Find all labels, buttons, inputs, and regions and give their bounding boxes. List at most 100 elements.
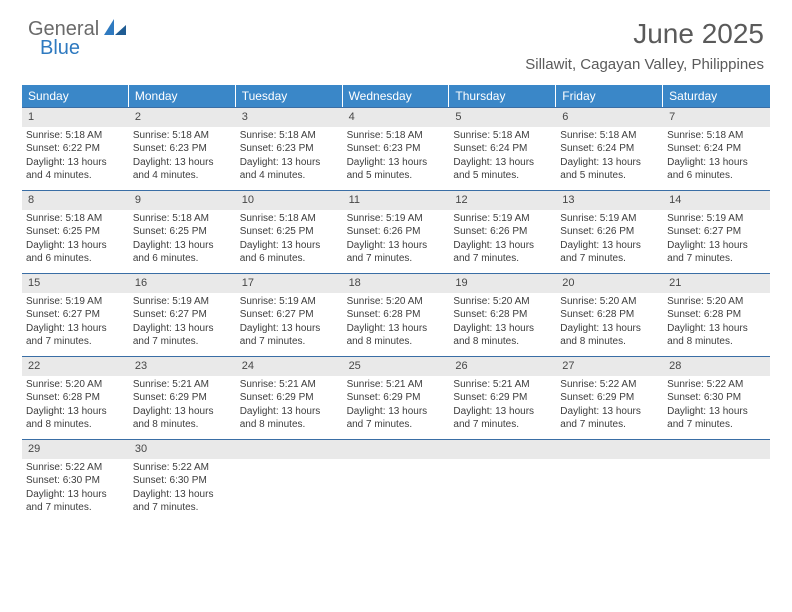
day-details — [449, 459, 556, 465]
day-d1: Daylight: 13 hours — [26, 405, 125, 419]
day-number: 13 — [556, 191, 663, 210]
day-sr: Sunrise: 5:22 AM — [133, 461, 232, 475]
day-cell: 28Sunrise: 5:22 AMSunset: 6:30 PMDayligh… — [663, 357, 770, 439]
day-d2: and 7 minutes. — [133, 501, 232, 515]
day-cell — [449, 440, 556, 522]
day-cell: 12Sunrise: 5:19 AMSunset: 6:26 PMDayligh… — [449, 191, 556, 273]
day-number: 19 — [449, 274, 556, 293]
day-details: Sunrise: 5:22 AMSunset: 6:30 PMDaylight:… — [129, 459, 236, 519]
day-ss: Sunset: 6:28 PM — [667, 308, 766, 322]
day-ss: Sunset: 6:26 PM — [453, 225, 552, 239]
day-cell: 9Sunrise: 5:18 AMSunset: 6:25 PMDaylight… — [129, 191, 236, 273]
day-details: Sunrise: 5:22 AMSunset: 6:29 PMDaylight:… — [556, 376, 663, 436]
day-cell: 29Sunrise: 5:22 AMSunset: 6:30 PMDayligh… — [22, 440, 129, 522]
day-ss: Sunset: 6:27 PM — [240, 308, 339, 322]
day-d1: Daylight: 13 hours — [133, 322, 232, 336]
day-cell: 24Sunrise: 5:21 AMSunset: 6:29 PMDayligh… — [236, 357, 343, 439]
day-details: Sunrise: 5:19 AMSunset: 6:27 PMDaylight:… — [236, 293, 343, 353]
day-d1: Daylight: 13 hours — [560, 322, 659, 336]
day-ss: Sunset: 6:25 PM — [26, 225, 125, 239]
day-details — [343, 459, 450, 465]
day-details: Sunrise: 5:21 AMSunset: 6:29 PMDaylight:… — [129, 376, 236, 436]
day-cell: 23Sunrise: 5:21 AMSunset: 6:29 PMDayligh… — [129, 357, 236, 439]
day-sr: Sunrise: 5:22 AM — [26, 461, 125, 475]
day-details: Sunrise: 5:20 AMSunset: 6:28 PMDaylight:… — [22, 376, 129, 436]
weekday-friday: Friday — [556, 85, 663, 107]
day-d2: and 7 minutes. — [453, 418, 552, 432]
day-sr: Sunrise: 5:19 AM — [453, 212, 552, 226]
weekday-thursday: Thursday — [449, 85, 556, 107]
day-d1: Daylight: 13 hours — [26, 156, 125, 170]
day-details: Sunrise: 5:20 AMSunset: 6:28 PMDaylight:… — [343, 293, 450, 353]
day-ss: Sunset: 6:23 PM — [133, 142, 232, 156]
day-cell — [556, 440, 663, 522]
day-number: 16 — [129, 274, 236, 293]
day-ss: Sunset: 6:27 PM — [667, 225, 766, 239]
day-d1: Daylight: 13 hours — [667, 239, 766, 253]
day-d2: and 7 minutes. — [560, 252, 659, 266]
day-cell: 4Sunrise: 5:18 AMSunset: 6:23 PMDaylight… — [343, 108, 450, 190]
title-block: June 2025 Sillawit, Cagayan Valley, Phil… — [525, 18, 764, 73]
day-d2: and 7 minutes. — [26, 501, 125, 515]
day-sr: Sunrise: 5:18 AM — [26, 129, 125, 143]
day-d2: and 4 minutes. — [240, 169, 339, 183]
day-ss: Sunset: 6:22 PM — [26, 142, 125, 156]
day-d2: and 7 minutes. — [667, 252, 766, 266]
day-d1: Daylight: 13 hours — [133, 156, 232, 170]
day-details: Sunrise: 5:20 AMSunset: 6:28 PMDaylight:… — [556, 293, 663, 353]
day-ss: Sunset: 6:23 PM — [347, 142, 446, 156]
day-ss: Sunset: 6:26 PM — [347, 225, 446, 239]
day-details: Sunrise: 5:19 AMSunset: 6:26 PMDaylight:… — [449, 210, 556, 270]
day-d1: Daylight: 13 hours — [347, 405, 446, 419]
day-d1: Daylight: 13 hours — [26, 239, 125, 253]
weekday-sunday: Sunday — [22, 85, 129, 107]
day-number: 22 — [22, 357, 129, 376]
week-row: 1Sunrise: 5:18 AMSunset: 6:22 PMDaylight… — [22, 107, 770, 190]
day-d2: and 8 minutes. — [667, 335, 766, 349]
day-ss: Sunset: 6:25 PM — [133, 225, 232, 239]
day-details: Sunrise: 5:18 AMSunset: 6:23 PMDaylight:… — [343, 127, 450, 187]
day-d2: and 4 minutes. — [133, 169, 232, 183]
day-number: 23 — [129, 357, 236, 376]
day-d2: and 8 minutes. — [453, 335, 552, 349]
day-sr: Sunrise: 5:18 AM — [26, 212, 125, 226]
day-number: 6 — [556, 108, 663, 127]
day-details: Sunrise: 5:18 AMSunset: 6:24 PMDaylight:… — [449, 127, 556, 187]
week-row: 22Sunrise: 5:20 AMSunset: 6:28 PMDayligh… — [22, 356, 770, 439]
day-d1: Daylight: 13 hours — [453, 156, 552, 170]
weekday-header-row: Sunday Monday Tuesday Wednesday Thursday… — [22, 85, 770, 107]
day-details: Sunrise: 5:22 AMSunset: 6:30 PMDaylight:… — [663, 376, 770, 436]
day-details: Sunrise: 5:18 AMSunset: 6:23 PMDaylight:… — [236, 127, 343, 187]
day-d1: Daylight: 13 hours — [560, 239, 659, 253]
brand-text-blue: Blue — [40, 37, 126, 60]
day-sr: Sunrise: 5:21 AM — [240, 378, 339, 392]
day-sr: Sunrise: 5:19 AM — [133, 295, 232, 309]
day-d1: Daylight: 13 hours — [347, 156, 446, 170]
day-details: Sunrise: 5:18 AMSunset: 6:24 PMDaylight:… — [556, 127, 663, 187]
header: General Blue June 2025 Sillawit, Cagayan… — [0, 0, 792, 77]
day-ss: Sunset: 6:28 PM — [453, 308, 552, 322]
day-sr: Sunrise: 5:22 AM — [667, 378, 766, 392]
day-ss: Sunset: 6:30 PM — [26, 474, 125, 488]
day-ss: Sunset: 6:28 PM — [560, 308, 659, 322]
day-sr: Sunrise: 5:18 AM — [560, 129, 659, 143]
day-details: Sunrise: 5:18 AMSunset: 6:25 PMDaylight:… — [236, 210, 343, 270]
day-cell: 16Sunrise: 5:19 AMSunset: 6:27 PMDayligh… — [129, 274, 236, 356]
day-cell: 22Sunrise: 5:20 AMSunset: 6:28 PMDayligh… — [22, 357, 129, 439]
day-d2: and 8 minutes. — [560, 335, 659, 349]
day-ss: Sunset: 6:30 PM — [133, 474, 232, 488]
day-details: Sunrise: 5:18 AMSunset: 6:22 PMDaylight:… — [22, 127, 129, 187]
brand-sail-icon — [104, 19, 126, 40]
day-sr: Sunrise: 5:19 AM — [26, 295, 125, 309]
day-ss: Sunset: 6:28 PM — [347, 308, 446, 322]
day-number: 30 — [129, 440, 236, 459]
day-number: 24 — [236, 357, 343, 376]
week-row: 15Sunrise: 5:19 AMSunset: 6:27 PMDayligh… — [22, 273, 770, 356]
day-d1: Daylight: 13 hours — [667, 156, 766, 170]
brand-logo: General Blue — [28, 18, 126, 60]
day-d2: and 7 minutes. — [667, 418, 766, 432]
day-ss: Sunset: 6:29 PM — [453, 391, 552, 405]
day-details: Sunrise: 5:20 AMSunset: 6:28 PMDaylight:… — [449, 293, 556, 353]
day-number: 9 — [129, 191, 236, 210]
day-number: 7 — [663, 108, 770, 127]
